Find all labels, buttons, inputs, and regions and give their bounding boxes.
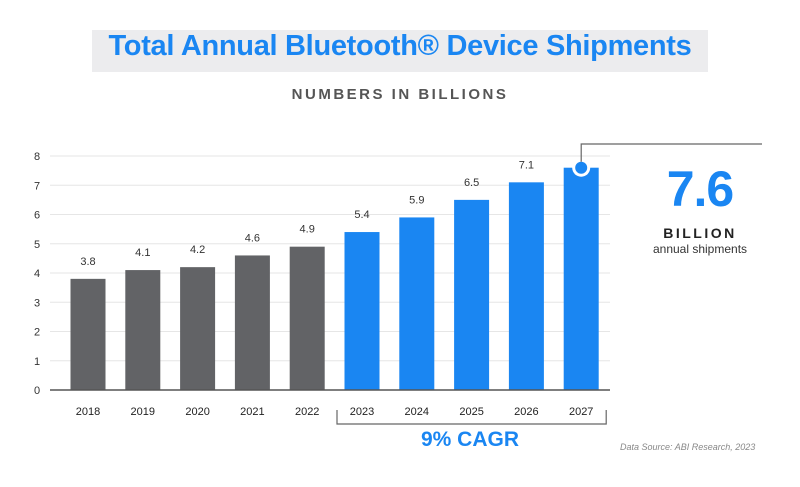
y-tick-label: 4 <box>34 268 40 280</box>
bar-2022 <box>289 246 325 390</box>
data-label: 5.4 <box>354 209 369 221</box>
bar-2027 <box>563 167 599 390</box>
callout-value: 7.6 <box>666 161 735 217</box>
bar-2018 <box>70 278 106 390</box>
x-tick-label: 2018 <box>76 406 100 418</box>
callout-line <box>580 143 762 162</box>
bar-2020 <box>180 267 216 390</box>
data-source: Data Source: ABI Research, 2023 <box>620 442 756 452</box>
data-label: 4.1 <box>135 247 150 259</box>
bar-2021 <box>234 255 270 390</box>
x-tick-label: 2022 <box>295 406 319 418</box>
bar-2025 <box>454 199 490 390</box>
bar-2026 <box>508 182 544 390</box>
y-tick-label: 6 <box>34 210 40 222</box>
y-tick-label: 1 <box>34 356 40 368</box>
chart-subtitle: NUMBERS IN BILLIONS <box>291 86 509 103</box>
marker-dot <box>575 161 588 174</box>
x-tick-label: 2021 <box>240 406 264 418</box>
y-tick-label: 5 <box>34 239 40 251</box>
x-tick-label: 2026 <box>514 406 538 418</box>
chart-title: Total Annual Bluetooth® Device Shipments <box>108 30 692 62</box>
cagr-label: 9% CAGR <box>420 428 520 451</box>
x-tick-label: 2027 <box>569 406 593 418</box>
y-tick-label: 3 <box>34 297 40 309</box>
data-label: 4.6 <box>245 232 260 244</box>
y-tick-label: 7 <box>34 180 40 192</box>
data-label: 4.2 <box>190 244 205 256</box>
x-tick-label: 2023 <box>350 406 374 418</box>
callout-unit: BILLION <box>663 225 737 241</box>
bar-2023 <box>344 232 380 390</box>
bar-2024 <box>399 217 435 390</box>
x-tick-label: 2024 <box>405 406 429 418</box>
y-tick-label: 8 <box>34 151 40 163</box>
data-label: 5.9 <box>409 194 424 206</box>
y-tick-label: 0 <box>34 385 40 397</box>
bar-2019 <box>125 270 161 390</box>
x-tick-label: 2025 <box>459 406 483 418</box>
title-highlight <box>92 30 708 72</box>
y-tick-label: 2 <box>34 327 40 339</box>
x-tick-label: 2019 <box>131 406 155 418</box>
data-label: 7.1 <box>519 159 534 171</box>
x-tick-label: 2020 <box>185 406 209 418</box>
data-label: 4.9 <box>300 224 315 236</box>
callout-label: annual shipments <box>652 242 748 256</box>
cagr-bracket <box>336 410 607 425</box>
data-label: 6.5 <box>464 177 479 189</box>
data-label: 3.8 <box>80 256 95 268</box>
